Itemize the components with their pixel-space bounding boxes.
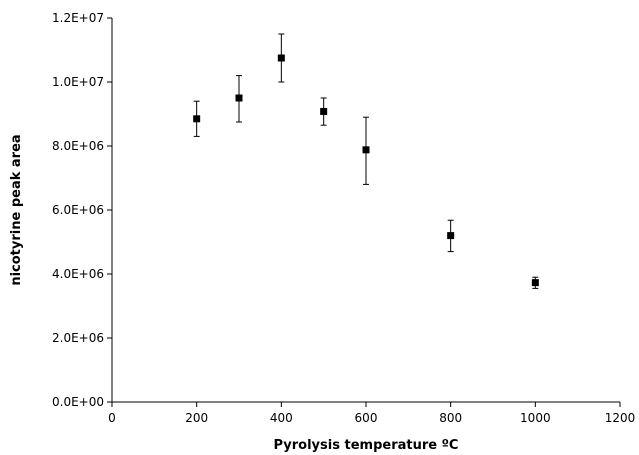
x-tick-label: 600	[355, 411, 378, 425]
y-tick-label: 0.0E+00	[52, 395, 104, 409]
data-point	[531, 276, 539, 289]
x-tick-label: 800	[439, 411, 462, 425]
point-marker	[531, 279, 539, 287]
data-point	[277, 33, 285, 83]
point-marker	[320, 107, 328, 115]
x-tick-label: 400	[270, 411, 293, 425]
data-point	[362, 116, 370, 185]
point-marker	[235, 94, 243, 102]
point-marker	[447, 232, 455, 240]
y-tick-label: 4.0E+06	[52, 267, 104, 281]
y-tick-label: 8.0E+06	[52, 139, 104, 153]
data-point	[235, 75, 243, 123]
x-tick-label: 200	[185, 411, 208, 425]
data-point	[447, 219, 455, 253]
x-ticks: 0 200 400 600 800 1000 1200	[108, 402, 635, 425]
y-axis-title: nicotyrine peak area	[9, 134, 24, 285]
x-tick-label: 1000	[520, 411, 551, 425]
y-tick-label: 6.0E+06	[52, 203, 104, 217]
x-tick-label: 1200	[605, 411, 636, 425]
x-axis-title: Pyrolysis temperature ºC	[274, 438, 459, 453]
y-tick-label: 1.0E+07	[52, 75, 104, 89]
data-points	[193, 33, 539, 289]
data-point	[193, 100, 201, 137]
axes	[111, 18, 620, 403]
data-point	[320, 97, 328, 126]
point-marker	[277, 54, 285, 62]
x-tick-label: 0	[108, 411, 116, 425]
point-marker	[362, 146, 370, 154]
point-marker	[193, 115, 201, 123]
y-tick-label: 2.0E+06	[52, 331, 104, 345]
y-ticks: 0.0E+00 2.0E+06 4.0E+06 6.0E+06 8.0E+06 1.0E+…	[52, 11, 112, 409]
y-tick-label: 1.2E+07	[52, 11, 104, 25]
